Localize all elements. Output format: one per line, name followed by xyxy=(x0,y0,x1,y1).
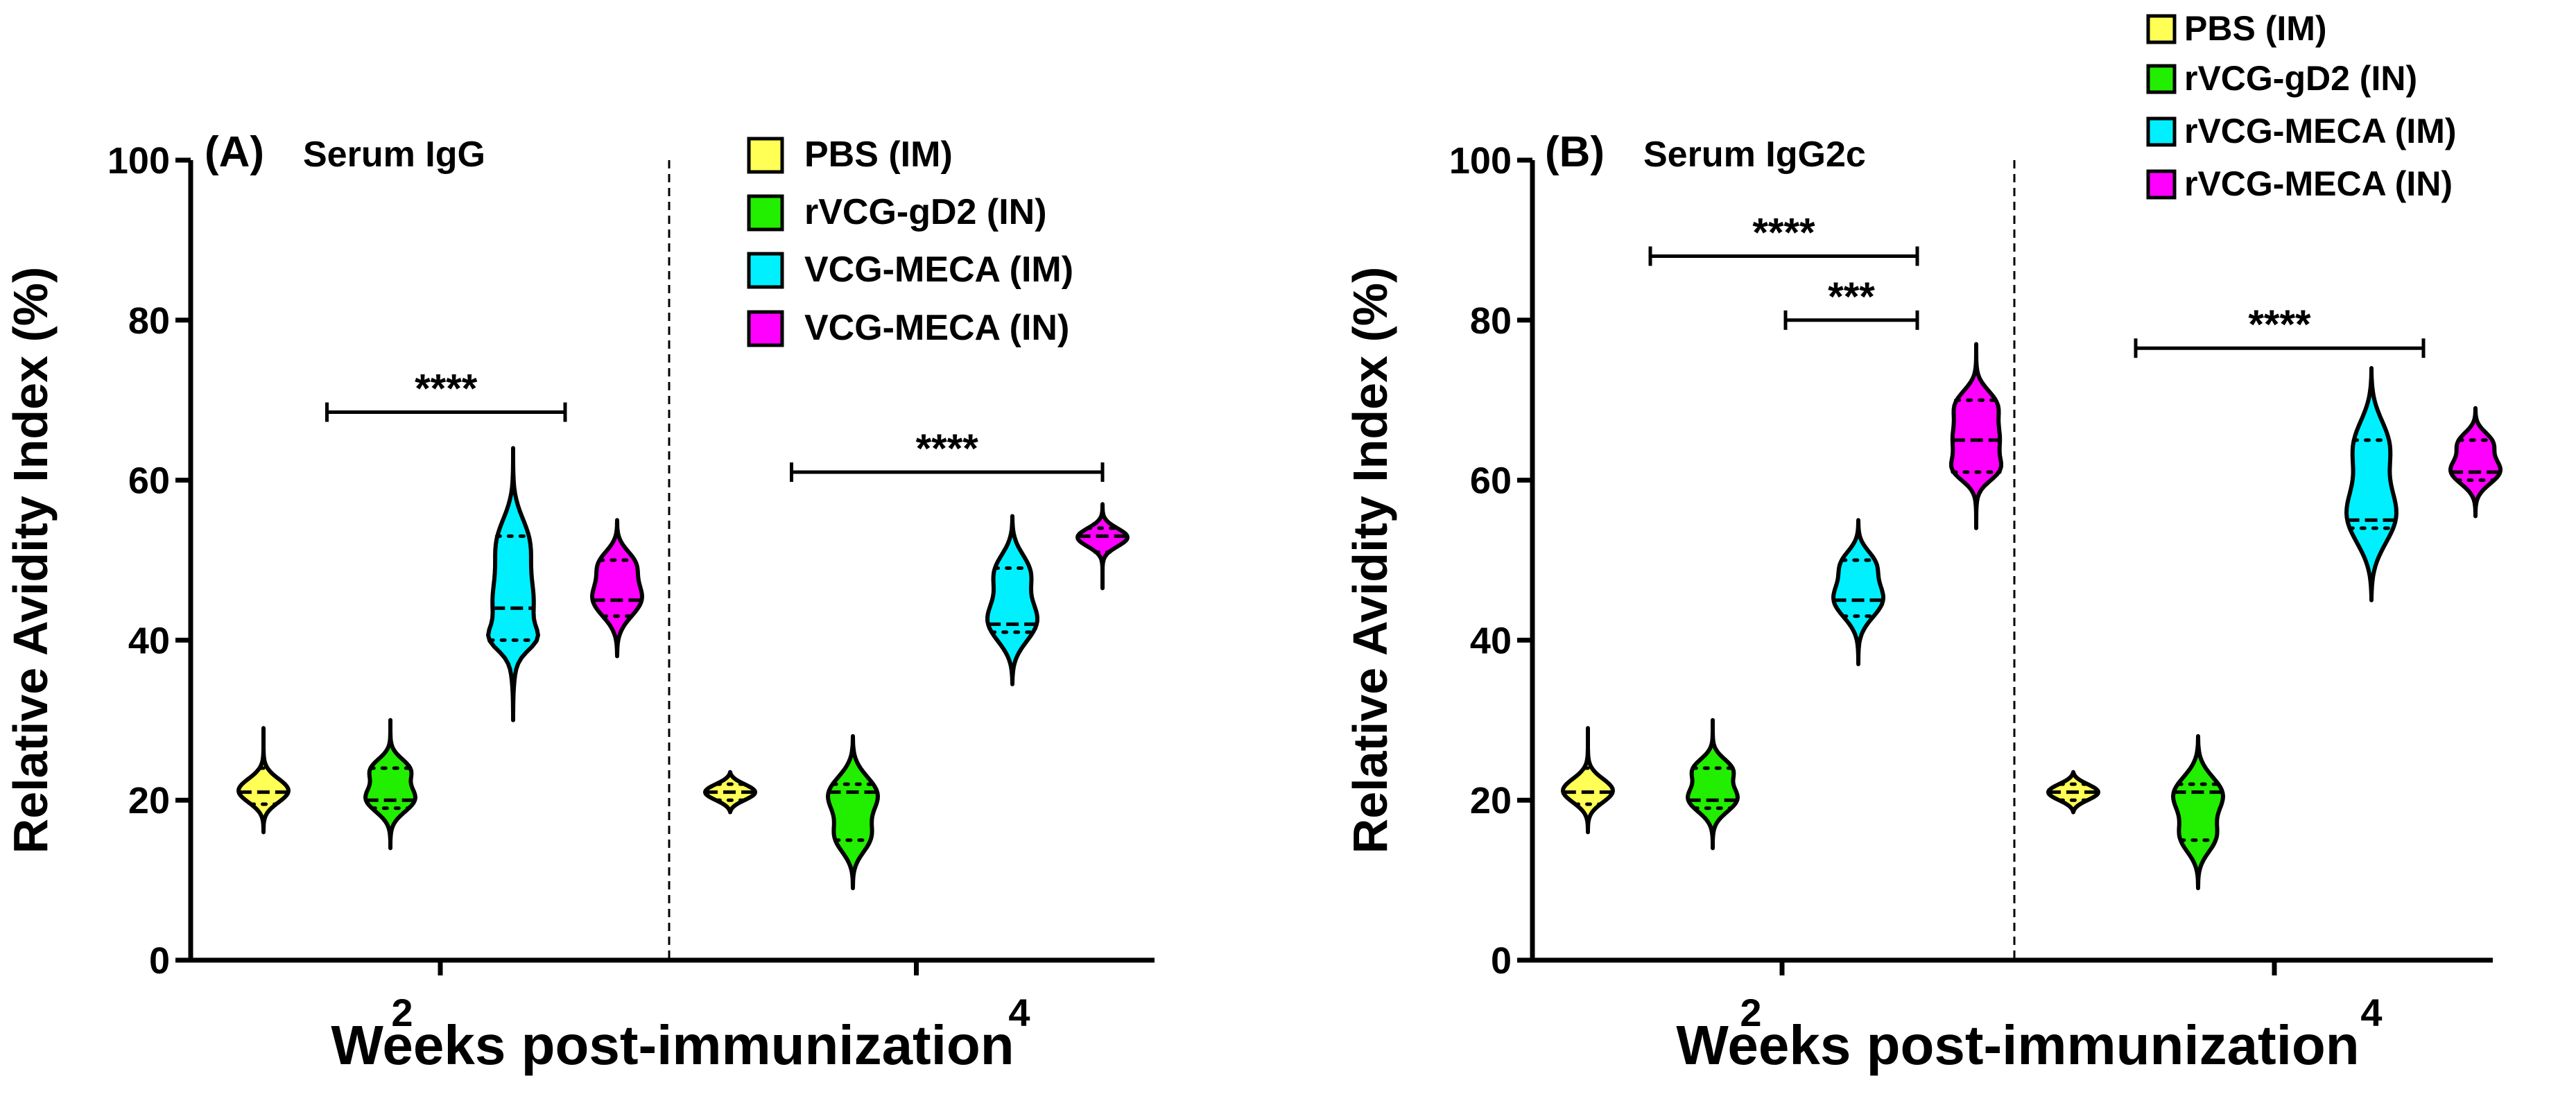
x-tick-label: 4 xyxy=(1008,991,1030,1034)
violin-body xyxy=(985,514,1039,686)
violin-vcg-meca-in--week-4 xyxy=(1075,502,1130,591)
x-tick-label: 2 xyxy=(391,991,413,1034)
legend-label: PBS (IM) xyxy=(2184,9,2327,48)
violin-body xyxy=(236,726,291,835)
y-axis-label: Relative Avidity Index (%) xyxy=(1343,267,1397,854)
legend-item: rVCG-gD2 (IN) xyxy=(747,192,1047,232)
y-tick-label: 80 xyxy=(128,300,170,342)
panel-title: Serum IgG2c xyxy=(1643,134,1866,175)
x-axis-label: Weeks post-immunization xyxy=(1676,1014,2359,1076)
significance-label: **** xyxy=(916,426,979,471)
legend-item: rVCG-MECA (IM) xyxy=(2146,112,2457,150)
violin-rvcg-meca-im--week-2 xyxy=(1831,518,1885,666)
panel-label: (A) xyxy=(205,128,264,176)
y-tick-label: 20 xyxy=(1470,780,1512,822)
legend-swatch xyxy=(2146,14,2177,44)
legend-swatch xyxy=(747,194,784,232)
y-tick-label: 60 xyxy=(128,460,170,502)
legend-swatch xyxy=(2146,116,2177,147)
violin-vcg-meca-im--week-2 xyxy=(486,446,540,722)
violin-body xyxy=(1561,726,1615,835)
panel-b: 0 20 40 60 80 100 2 4 (B) Serum IgG2c Weeks post-i… xyxy=(1343,9,2502,1076)
legend-label: PBS (IM) xyxy=(804,134,953,175)
y-tick-label: 0 xyxy=(149,940,170,982)
legend-item: PBS (IM) xyxy=(2146,9,2327,48)
violin-pbs-im--week-4 xyxy=(2046,770,2100,815)
legend-item: PBS (IM) xyxy=(747,134,953,175)
violin-body xyxy=(486,446,540,722)
significance-label: **** xyxy=(1752,210,1815,255)
legend-item: rVCG-MECA (IN) xyxy=(2146,164,2453,203)
legend-item: VCG-MECA (IM) xyxy=(747,250,1073,290)
violin-body xyxy=(2171,733,2225,891)
significance-label: *** xyxy=(1828,275,1875,320)
legend-label: rVCG-MECA (IM) xyxy=(2184,112,2457,150)
violin-rvcg-meca-in--week-4 xyxy=(2448,406,2502,519)
violin-pbs-im--week-4 xyxy=(703,770,757,815)
x-axis-label: Weeks post-immunization xyxy=(331,1014,1014,1076)
significance-label: **** xyxy=(415,367,478,412)
panel-label: (B) xyxy=(1545,128,1605,176)
y-tick-label: 40 xyxy=(128,620,170,661)
violin-body xyxy=(826,733,880,891)
significance-bracket: **** xyxy=(325,367,567,422)
significance-bracket: *** xyxy=(1783,275,1919,330)
legend-swatch xyxy=(2146,169,2177,200)
violin-rvcg-gd2-in--week-2 xyxy=(1686,718,1740,851)
violin-rvcg-gd2-in--week-4 xyxy=(826,733,880,891)
y-tick-label: 60 xyxy=(1470,460,1512,502)
significance-bracket: **** xyxy=(790,426,1105,483)
panel-a: 0 20 40 60 80 100 2 4 (A) Serum IgG Weeks post-imm… xyxy=(3,128,1155,1076)
violin-body xyxy=(590,518,644,659)
legend-label: VCG-MECA (IN) xyxy=(804,308,1069,348)
violin-rvcg-meca-im--week-4 xyxy=(2344,366,2398,602)
legend-label: VCG-MECA (IM) xyxy=(804,250,1073,290)
violin-body xyxy=(2344,366,2398,602)
y-axis-label: Relative Avidity Index (%) xyxy=(3,267,58,854)
violin-body xyxy=(1686,718,1740,851)
legend-swatch xyxy=(747,137,784,174)
violin-rvcg-meca-in--week-2 xyxy=(1949,342,2003,530)
legend-label: rVCG-gD2 (IN) xyxy=(804,192,1047,232)
violin-rvcg-gd2-in--week-2 xyxy=(363,718,417,851)
legend-item: rVCG-gD2 (IN) xyxy=(2146,59,2417,98)
y-tick-label: 40 xyxy=(1470,620,1512,661)
legend-swatch xyxy=(747,252,784,289)
violin-pbs-im--week-2 xyxy=(1561,726,1615,835)
significance-label: **** xyxy=(2248,302,2311,347)
violin-pbs-im--week-2 xyxy=(236,726,291,835)
violin-body xyxy=(1075,502,1130,591)
legend-item: VCG-MECA (IN) xyxy=(747,308,1069,348)
y-tick-label: 100 xyxy=(1449,140,1512,182)
legend-swatch xyxy=(2146,64,2177,94)
significance-bracket: **** xyxy=(1648,210,1919,266)
x-tick-label: 4 xyxy=(2360,991,2382,1034)
legend-label: rVCG-gD2 (IN) xyxy=(2184,59,2417,98)
y-tick-label: 100 xyxy=(107,140,170,182)
violin-rvcg-gd2-in--week-4 xyxy=(2171,733,2225,891)
y-tick-label: 0 xyxy=(1491,940,1512,982)
x-tick-label: 2 xyxy=(1740,991,1761,1034)
significance-bracket: **** xyxy=(2134,302,2426,358)
violin-vcg-meca-in--week-2 xyxy=(590,518,644,659)
legend-label: rVCG-MECA (IN) xyxy=(2184,164,2453,203)
violin-body xyxy=(1949,342,2003,530)
y-tick-label: 20 xyxy=(128,780,170,822)
violin-body xyxy=(363,718,417,851)
panel-title: Serum IgG xyxy=(303,134,485,175)
legend-swatch xyxy=(747,310,784,347)
violin-vcg-meca-im--week-4 xyxy=(985,514,1039,686)
y-tick-label: 80 xyxy=(1470,300,1512,342)
